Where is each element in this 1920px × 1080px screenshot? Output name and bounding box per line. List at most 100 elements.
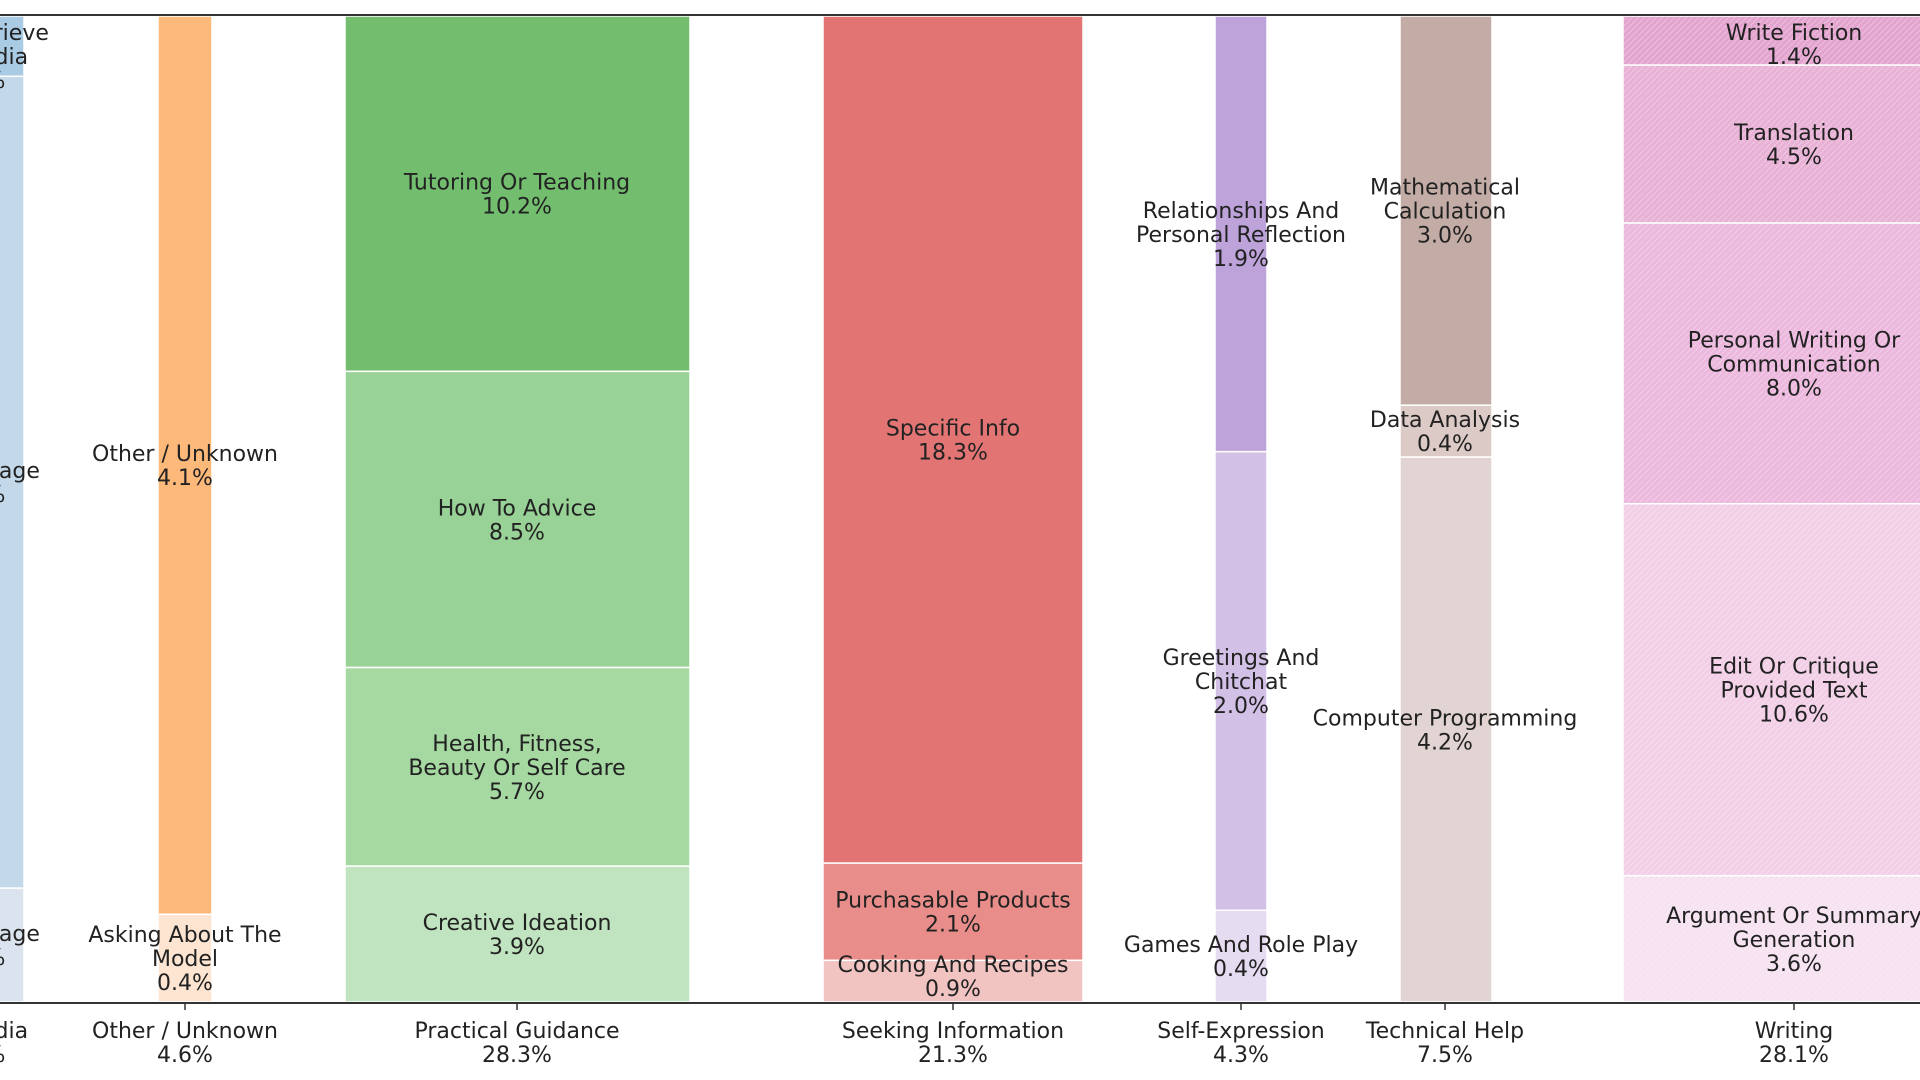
bar-segment	[344, 370, 691, 669]
segment-label: Edit Or Critique Provided Text 10.6%	[1709, 655, 1879, 728]
x-tick-label: Self-Expression 4.3%	[1157, 1019, 1325, 1068]
segment-label-line: 1.4%	[1766, 45, 1822, 70]
x-tick-label: Seeking Information 21.3%	[842, 1019, 1064, 1068]
bar-segment	[822, 15, 1084, 864]
x-tick-label-name: Seeking Information	[842, 1019, 1064, 1044]
x-tick-label-share: 28.3%	[482, 1043, 552, 1068]
segment-label-line: Games And Role Play	[1124, 933, 1358, 958]
segment-label-line: Greetings And	[1163, 646, 1320, 671]
segment-label-line: 4.2%	[1417, 731, 1473, 756]
segment-label-line: 3.0%	[1417, 224, 1473, 249]
segment-label-line: Relationships And	[1143, 199, 1339, 224]
x-tick-label-name: Technical Help	[1365, 1019, 1524, 1044]
segment-labels: r RetrieveMedia%n Image%n Image%Other / …	[0, 21, 1920, 1002]
segment-label-line: Tutoring Or Teaching	[403, 171, 630, 196]
segment-label: Tutoring Or Teaching 10.2%	[403, 171, 630, 220]
segment-label-line: Cooking And Recipes	[838, 953, 1069, 978]
bar-segment	[1214, 15, 1268, 453]
bar-segment-texture	[1623, 16, 1920, 66]
segment-label-line: Model	[152, 947, 218, 972]
x-tick-label-share: 7.5%	[1417, 1043, 1473, 1068]
segment-label: Write Fiction 1.4%	[1726, 21, 1862, 70]
segment-label: Personal Writing Or Communication 8.0%	[1688, 328, 1901, 401]
x-tick-label-name: Self-Expression	[1157, 1019, 1325, 1044]
segment-label-line: Media	[0, 45, 28, 70]
segment-label-line: 2.0%	[1213, 694, 1269, 719]
x-tick-label-name: Other / Unknown	[92, 1019, 278, 1044]
x-tick-label-share: 21.3%	[918, 1043, 988, 1068]
segment-label-line: n Image	[0, 459, 40, 484]
segment-label: n Image%	[0, 922, 40, 971]
segment-label-line: Generation	[1733, 928, 1856, 953]
bar-segment	[157, 913, 213, 1003]
segment-label-line: %	[0, 483, 5, 508]
bar-segment	[822, 862, 1084, 962]
bar-segment-texture	[1623, 223, 1920, 504]
segment-label-line: Creative Ideation	[423, 911, 612, 936]
segment-label-line: Communication	[1707, 352, 1880, 377]
segment-label-line: Purchasable Products	[835, 889, 1070, 914]
segment-label-line: 18.3%	[918, 441, 988, 466]
segment-label-line: Other / Unknown	[92, 442, 278, 467]
bar-segment	[1214, 450, 1268, 912]
x-tick-label-share: 4.3%	[1213, 1043, 1269, 1068]
segment-label-line: 5.7%	[489, 780, 545, 805]
segment-label: Specific Info 18.3%	[886, 417, 1020, 466]
x-tick-label-share: %	[0, 1043, 5, 1068]
segment-label-line: 2.1%	[925, 913, 981, 938]
segment-label-line: Translation	[1733, 121, 1854, 146]
segment-label-line: Data Analysis	[1370, 408, 1520, 433]
segment-label: Computer Programming 4.2%	[1313, 707, 1578, 756]
segment-label-line: Asking About The	[88, 923, 281, 948]
segment-label-line: Computer Programming	[1313, 707, 1578, 732]
segment-label: Greetings And Chitchat 2.0%	[1163, 646, 1320, 719]
segment-label-line: 0.4%	[1213, 957, 1269, 982]
segment-label-line: 4.5%	[1766, 145, 1822, 170]
segment-label-line: n Image	[0, 922, 40, 947]
segment-label: Creative Ideation 3.9%	[423, 911, 612, 960]
segment-label-line: Argument Or Summary	[1666, 904, 1920, 929]
segment-label: Mathematical Calculation 3.0%	[1370, 176, 1520, 249]
x-tick-label-name: Media	[0, 1019, 28, 1044]
segment-label-line: Provided Text	[1721, 679, 1868, 704]
segment-label: Purchasable Products 2.1%	[835, 889, 1070, 938]
segment-label-line: Edit Or Critique	[1709, 655, 1879, 680]
segment-label-line: 8.0%	[1766, 376, 1822, 401]
segment-label-line: %	[0, 69, 5, 94]
segment-label-line: 3.6%	[1766, 952, 1822, 977]
segment-label-line: How To Advice	[438, 496, 597, 521]
segment-label: r RetrieveMedia%	[0, 21, 49, 94]
segment-label-line: Beauty Or Self Care	[408, 756, 625, 781]
bar-segment	[1399, 404, 1493, 458]
bar-segment	[1399, 456, 1493, 1003]
segment-label: Asking About The Model 0.4%	[88, 923, 281, 996]
segment-label-line: r Retrieve	[0, 21, 49, 46]
bar-columns	[0, 15, 1920, 1003]
segment-label: n Image%	[0, 459, 40, 508]
bar-segment	[344, 865, 691, 1003]
bar-segment	[0, 75, 25, 889]
bar-segment	[1214, 909, 1268, 1003]
segment-label-line: 10.6%	[1759, 703, 1829, 728]
x-tick-label: Technical Help 7.5%	[1365, 1019, 1524, 1068]
segment-label-line: %	[0, 946, 5, 971]
segment-label-line: Calculation	[1384, 200, 1507, 225]
x-tick-label-share: 4.6%	[157, 1043, 213, 1068]
bar-segment	[0, 887, 25, 1003]
segment-label-line: Write Fiction	[1726, 21, 1862, 46]
x-tick-label: Media%	[0, 1019, 28, 1068]
segment-label-line: Specific Info	[886, 417, 1020, 442]
bar-segment	[0, 15, 25, 78]
bar-segment-texture	[1623, 503, 1920, 876]
x-tick-label-share: 28.1%	[1759, 1043, 1829, 1068]
x-tick-label: Practical Guidance 28.3%	[414, 1019, 619, 1068]
bar-segment	[822, 959, 1084, 1003]
segment-label: Translation 4.5%	[1733, 121, 1854, 170]
x-tick-label: Writing 28.1%	[1755, 1019, 1834, 1068]
segment-label-line: Personal Reflection	[1136, 223, 1346, 248]
segment-label-line: 4.1%	[157, 466, 213, 491]
segment-label: Data Analysis 0.4%	[1370, 408, 1520, 457]
segment-label-line: 10.2%	[482, 195, 552, 220]
segment-label-line: 8.5%	[489, 520, 545, 545]
